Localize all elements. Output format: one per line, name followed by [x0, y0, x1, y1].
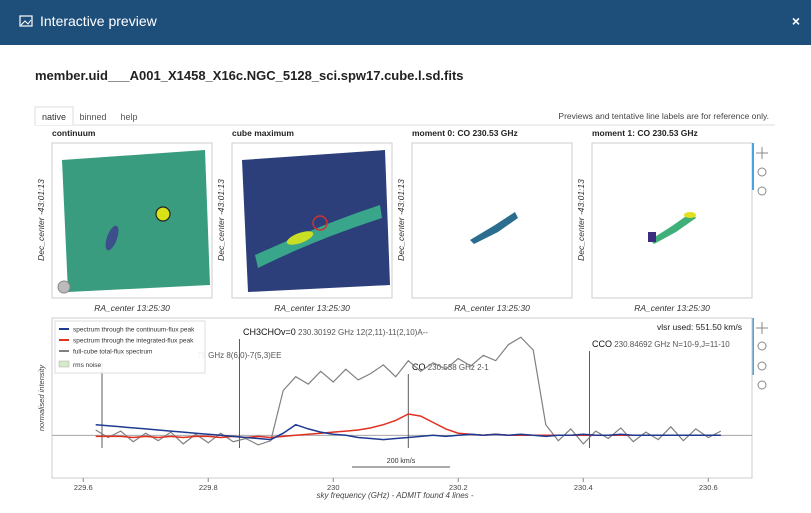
x-tick-label: 230: [327, 483, 340, 492]
file-title: member.uid___A001_X1458_X16c.NGC_5128_sc…: [35, 68, 464, 83]
cube-max-peak: [312, 215, 328, 231]
x-tick-label: 230.4: [574, 483, 593, 492]
moment1-blob: [650, 212, 696, 244]
reset-tool[interactable]: [757, 380, 767, 390]
header-title: Interactive preview: [40, 13, 158, 29]
panel-ylabel: Dec_center -43:01:13: [36, 179, 46, 261]
panel-title: continuum: [52, 128, 96, 138]
moment1-blob: [684, 212, 696, 218]
line-label: CO 230.538 GHz 2-1: [412, 362, 489, 372]
cube-max-streak: [286, 231, 314, 245]
panel-ylabel: Dec_center -43:01:13: [396, 179, 406, 261]
moment1-blob: [648, 232, 656, 242]
line-name: CO: [412, 362, 426, 372]
legend-swatch: [58, 360, 70, 368]
x-axis-label: sky frequency (GHz) - ADMIT found 4 line…: [316, 491, 473, 500]
tab[interactable]: native: [42, 112, 66, 122]
zoom-tool[interactable]: [757, 167, 767, 177]
x-tick-label: 230.6: [699, 483, 718, 492]
x-tick-label: 229.8: [199, 483, 218, 492]
legend-label: rms noise: [73, 362, 102, 369]
tab[interactable]: help: [120, 112, 137, 122]
wheel-tool[interactable]: [757, 361, 767, 371]
zoom-tool[interactable]: [757, 341, 767, 351]
panel-ylabel: Dec_center -43:01:13: [216, 179, 226, 261]
line-text: 230.538 GHz 2-1: [428, 363, 489, 372]
panel-ylabel: Dec_center -43:01:13: [576, 179, 586, 261]
panel-xlabel: RA_center 13:25:30: [274, 303, 350, 313]
beam: [57, 280, 71, 294]
panel-xlabel: RA_center 13:25:30: [634, 303, 710, 313]
pan-tool[interactable]: [756, 147, 768, 159]
header-icon: [19, 15, 33, 27]
line-text: 230.84692 GHz N=10-9,J=11-10: [614, 340, 730, 349]
tab[interactable]: binned: [79, 112, 106, 122]
y-axis-label: normalised intensity: [37, 364, 46, 432]
line-label: CCO 230.84692 GHz N=10-9,J=11-10: [592, 339, 730, 349]
panel-title: moment 1: CO 230.53 GHz: [592, 128, 698, 138]
panel-images: [51, 142, 753, 299]
continuum-blob: [105, 225, 119, 251]
reset-tool[interactable]: [757, 186, 767, 196]
x-tick-label: 230.2: [449, 483, 468, 492]
x-tick-label: 229.6: [74, 483, 93, 492]
toolbar: [752, 143, 768, 390]
continuum-image: [62, 150, 210, 292]
continuum-peak: [155, 206, 171, 222]
header-icon: [20, 19, 32, 26]
cube-max-streak: [255, 205, 382, 268]
panel-xlabel: RA_center 13:25:30: [454, 303, 530, 313]
panel-title: cube maximum: [232, 128, 294, 138]
line-name: CH3CHOv=0: [243, 327, 296, 337]
legend-label: full-cube total-flux spectrum: [73, 349, 152, 356]
notice: Previews and tentative line labels are f…: [558, 111, 769, 121]
vlsr: vlsr used: 551.50 km/s: [657, 322, 742, 332]
panel-title: moment 0: CO 230.53 GHz: [412, 128, 518, 138]
tab-active: [34, 106, 74, 125]
panel-frame: [591, 142, 753, 299]
line-label: CH3CHOv=0 230.30192 GHz 12(2,11)-11(2,10…: [243, 327, 428, 337]
panel-frame: [411, 142, 573, 299]
moment0-blob: [470, 212, 518, 244]
line-name: CCO: [592, 339, 612, 349]
legend-label: spectrum through the integrated-flux pea…: [73, 338, 194, 345]
scale-bar-label: 200 km/s: [387, 458, 416, 465]
header-bar: [0, 0, 811, 45]
line-text: 230.30192 GHz 12(2,11)-11(2,10)A--: [298, 328, 428, 337]
legend-box: [54, 320, 206, 374]
spectrum-line: [95, 423, 721, 441]
legend-label: spectrum through the continuum-flux peak: [73, 327, 195, 334]
pan-tool[interactable]: [756, 322, 768, 334]
close-button[interactable]: ×: [792, 13, 800, 29]
panel-xlabel: RA_center 13:25:30: [94, 303, 170, 313]
